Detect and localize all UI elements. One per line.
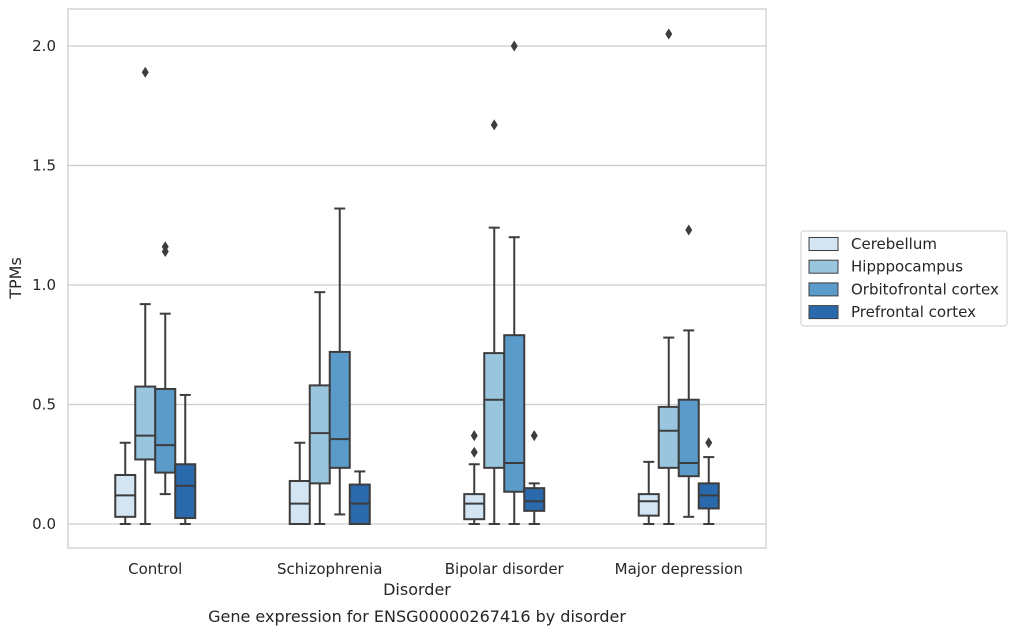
y-tick-label: 0.5 <box>32 396 56 414</box>
boxplot-prefrontal-cortex-2 <box>523 430 546 525</box>
outlier-point <box>510 40 518 52</box>
outlier-point <box>141 66 149 78</box>
box <box>657 405 680 469</box>
boxplot-hipppocampus-2 <box>483 119 506 525</box>
box <box>174 463 197 520</box>
legend-frame <box>800 230 1008 327</box>
box <box>523 487 546 512</box>
boxplot-cerebellum-2 <box>463 430 486 525</box>
outlier-point <box>161 241 169 253</box>
boxplot-orbitofrontal-cortex-3 <box>677 224 700 518</box>
box <box>288 479 311 526</box>
box <box>503 334 526 493</box>
box <box>637 493 660 517</box>
boxplot-prefrontal-cortex-1 <box>348 470 371 526</box>
x-axis-label: Disorder <box>383 580 451 599</box>
boxplot-cerebellum-1 <box>288 441 311 526</box>
plot-frame <box>67 8 767 549</box>
legend: Cerebellum Hipppocampus Orbitofrontal cort… <box>800 230 1008 327</box>
y-axis-label: TPMs <box>6 257 25 300</box>
x-tick-label: Major depression <box>615 560 743 578</box>
legend-label: Cerebellum <box>851 235 937 253</box>
outlier-point <box>530 430 538 442</box>
boxplot-orbitofrontal-cortex-0 <box>154 241 177 496</box>
box <box>463 493 486 521</box>
box <box>308 384 331 485</box>
legend-label: Orbitofrontal cortex <box>851 280 999 298</box>
y-tick-label: 2.0 <box>32 37 56 55</box>
box <box>483 352 506 469</box>
y-tick-labels: 0.0 0.5 1.0 1.5 2.0 <box>32 37 56 533</box>
chart-caption: Gene expression for ENSG00000267416 by d… <box>208 607 626 626</box>
outlier-point <box>470 430 478 442</box>
outlier-point <box>490 119 498 131</box>
boxplot-prefrontal-cortex-0 <box>174 393 197 525</box>
boxplot-orbitofrontal-cortex-1 <box>328 207 351 516</box>
x-tick-label: Control <box>128 560 182 578</box>
boxplot-cerebellum-0 <box>114 441 137 525</box>
legend-swatch <box>808 259 839 274</box>
y-tick-label: 1.5 <box>32 157 56 175</box>
legend-swatch <box>808 305 839 320</box>
x-tick-label: Bipolar disorder <box>445 560 565 578</box>
outlier-point <box>665 28 673 40</box>
x-tick-label: Schizophrenia <box>277 560 382 578</box>
outlier-point <box>685 224 693 236</box>
x-tick-labels: Control Schizophrenia Bipolar disorder Majo… <box>128 560 743 578</box>
legend-label: Prefrontal cortex <box>851 303 976 321</box>
boxes-layer <box>114 28 720 526</box>
outlier-point <box>705 437 713 449</box>
box <box>134 385 157 461</box>
legend-label: Hipppocampus <box>851 258 963 276</box>
box <box>328 350 351 469</box>
legend-swatch <box>808 237 839 251</box>
box <box>677 398 700 478</box>
legend-swatch <box>808 282 839 297</box>
boxplot-cerebellum-3 <box>637 460 660 525</box>
y-tick-label: 1.0 <box>32 276 56 294</box>
boxplot-prefrontal-cortex-3 <box>697 437 720 525</box>
outlier-point <box>470 446 478 458</box>
y-tick-label: 0.0 <box>32 515 56 533</box>
box <box>154 387 177 474</box>
boxplot-orbitofrontal-cortex-2 <box>503 40 526 525</box>
